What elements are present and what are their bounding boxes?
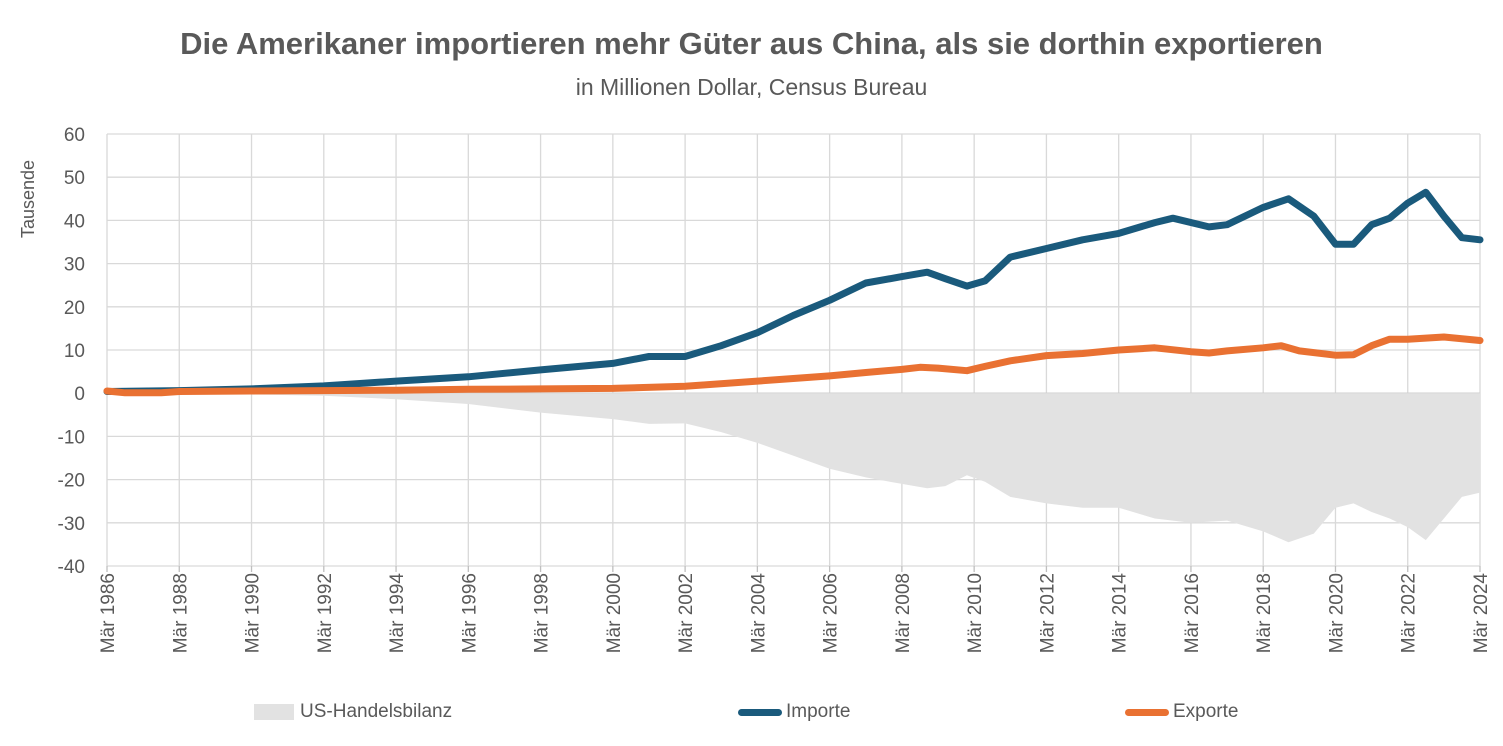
x-tick-label: Mär 2020: [1326, 573, 1347, 653]
legend-label-importe: Importe: [786, 701, 851, 722]
x-tick-label: Mär 1998: [532, 573, 553, 653]
y-tick-label: 10: [64, 341, 85, 362]
y-tick-label: -10: [58, 427, 85, 448]
x-tick-label: Mär 1996: [459, 573, 480, 653]
chart-subtitle: in Millionen Dollar, Census Bureau: [575, 74, 928, 100]
legend-item-importe: Importe: [738, 699, 850, 725]
legend-item-handelsbilanz: US-Handelsbilanz: [254, 699, 452, 725]
x-tick-label: Mär 2016: [1182, 573, 1203, 653]
y-tick-label: -20: [58, 471, 85, 492]
legend-item-exporte: Exporte: [1125, 699, 1238, 725]
x-tick-label: Mär 2024: [1471, 573, 1492, 654]
x-tick-label: Mär 1988: [170, 573, 191, 653]
x-tick-label: Mär 2000: [604, 573, 625, 653]
x-tick-label: Mär 2018: [1254, 573, 1275, 653]
x-tick-label: Mär 2010: [965, 573, 986, 653]
x-tick-label: Mär 1992: [315, 573, 336, 653]
series-line-importe: [103, 188, 1484, 395]
y-tick-label: 0: [74, 384, 85, 405]
legend-swatch-handelsbilanz: [254, 704, 294, 720]
x-tick-label: Mär 2014: [1110, 573, 1131, 654]
legend-label-exporte: Exporte: [1173, 701, 1239, 722]
y-tick-label: -30: [58, 514, 85, 535]
y-tick-label: 40: [64, 211, 85, 232]
legend-swatch-importe: [738, 708, 782, 716]
x-tick-label: Mär 2022: [1399, 573, 1420, 653]
x-tick-label: Mär 2004: [748, 573, 769, 654]
x-tick-label: Mär 1994: [387, 573, 408, 654]
chart-title: Die Amerikaner importieren mehr Güter au…: [180, 26, 1323, 61]
x-tick-label: Mär 2002: [676, 573, 697, 653]
y-tick-label: 30: [64, 255, 85, 276]
series-area-us-handelsbilanz: [107, 393, 1480, 543]
series-line-exporte: [103, 333, 1484, 397]
x-tick-label: Mär 2012: [1037, 573, 1058, 653]
x-tick-label: Mär 1986: [98, 573, 119, 653]
y-tick-label: -40: [58, 557, 85, 578]
x-tick-label: Mär 2008: [893, 573, 914, 653]
legend-label-handelsbilanz: US-Handelsbilanz: [300, 701, 453, 722]
y-tick-label: 60: [64, 125, 85, 146]
x-tick-label: Mär 2006: [821, 573, 842, 653]
x-tick-label: Mär 1990: [243, 573, 264, 653]
y-tick-label: 50: [64, 168, 85, 189]
y-tick-label: 20: [64, 298, 85, 319]
legend-swatch-exporte: [1125, 708, 1169, 716]
